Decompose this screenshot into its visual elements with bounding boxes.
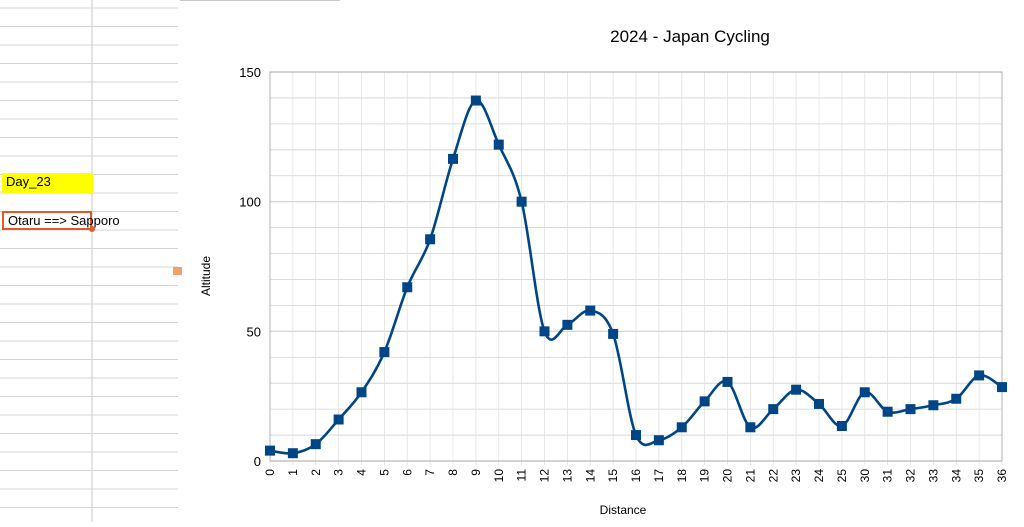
data-point-marker[interactable] bbox=[448, 153, 458, 164]
data-point-marker[interactable] bbox=[402, 282, 413, 293]
x-tick-label: 9 bbox=[469, 469, 483, 476]
x-tick-label: 4 bbox=[355, 469, 369, 476]
data-point-marker[interactable] bbox=[722, 376, 733, 387]
x-tick-label: 6 bbox=[400, 469, 414, 476]
x-tick-label: 8 bbox=[446, 469, 460, 476]
x-tick-label: 11 bbox=[515, 469, 529, 482]
x-tick-label: 15 bbox=[606, 469, 620, 483]
data-point-marker[interactable] bbox=[836, 420, 847, 431]
data-point-marker[interactable] bbox=[425, 234, 436, 245]
x-tick-label: 18 bbox=[675, 469, 689, 483]
data-point-marker[interactable] bbox=[928, 400, 939, 411]
data-point-marker[interactable] bbox=[516, 196, 527, 207]
x-tick-label: 34 bbox=[949, 469, 963, 483]
data-point-marker[interactable] bbox=[265, 445, 275, 456]
x-tick-label: 2 bbox=[309, 469, 323, 476]
data-point-marker[interactable] bbox=[310, 439, 321, 450]
data-point-marker[interactable] bbox=[676, 422, 687, 433]
x-axis-label: Distance bbox=[600, 503, 647, 517]
x-tick-label: 17 bbox=[652, 469, 666, 483]
x-tick-label: 14 bbox=[583, 469, 597, 483]
data-point-marker[interactable] bbox=[745, 422, 756, 433]
data-point-marker[interactable] bbox=[333, 414, 344, 425]
x-tick-label: 3 bbox=[332, 469, 346, 476]
x-tick-label: 0 bbox=[263, 469, 277, 476]
x-tick-label: 10 bbox=[492, 469, 506, 483]
data-point-marker[interactable] bbox=[905, 404, 916, 415]
cell-day-label[interactable]: Day_23 bbox=[2, 173, 93, 193]
x-tick-label: 24 bbox=[812, 469, 826, 483]
data-point-marker[interactable] bbox=[585, 305, 596, 316]
cell-route-label[interactable]: Otaru ==> Sapporo bbox=[2, 211, 120, 230]
x-tick-label: 25 bbox=[835, 469, 849, 483]
data-point-marker[interactable] bbox=[539, 326, 550, 337]
x-tick-label: 7 bbox=[423, 469, 437, 476]
data-point-marker[interactable] bbox=[287, 448, 298, 459]
data-point-marker[interactable] bbox=[356, 387, 367, 398]
x-tick-label: 20 bbox=[721, 469, 735, 483]
y-tick-label: 150 bbox=[239, 65, 261, 80]
plot-area-border bbox=[269, 71, 1003, 462]
x-tick-label: 35 bbox=[972, 469, 986, 483]
data-point-marker[interactable] bbox=[951, 393, 962, 404]
x-tick-label: 32 bbox=[904, 469, 918, 483]
x-tick-label: 21 bbox=[743, 469, 757, 483]
x-tick-label: 23 bbox=[789, 469, 803, 483]
x-tick-label: 16 bbox=[629, 469, 643, 483]
data-point-marker[interactable] bbox=[470, 95, 481, 106]
chart-title: 2024 - Japan Cycling bbox=[610, 27, 770, 46]
y-tick-label: 50 bbox=[247, 324, 261, 339]
chart-anchor-handle[interactable] bbox=[173, 267, 182, 275]
data-point-marker[interactable] bbox=[493, 139, 504, 150]
x-tick-label: 33 bbox=[926, 469, 940, 483]
data-point-marker[interactable] bbox=[814, 398, 824, 409]
data-point-marker[interactable] bbox=[379, 347, 390, 358]
y-tick-label: 0 bbox=[254, 454, 261, 469]
data-point-marker[interactable] bbox=[653, 435, 664, 446]
data-point-marker[interactable] bbox=[699, 396, 710, 407]
data-point-marker[interactable] bbox=[791, 384, 802, 395]
data-point-marker[interactable] bbox=[997, 382, 1007, 393]
x-tick-label: 1 bbox=[286, 469, 300, 476]
gridlines bbox=[269, 71, 1003, 465]
x-tick-label: 13 bbox=[560, 469, 574, 483]
y-axis-label: Altitude bbox=[199, 256, 213, 296]
x-tick-label: 12 bbox=[538, 469, 552, 483]
x-tick-label: 22 bbox=[766, 469, 780, 483]
data-point-marker[interactable] bbox=[974, 370, 985, 381]
data-point-marker[interactable] bbox=[859, 387, 870, 398]
y-tick-label: 100 bbox=[239, 195, 261, 210]
x-tick-label: 19 bbox=[698, 469, 712, 483]
x-tick-label: 31 bbox=[881, 469, 895, 483]
data-point-marker[interactable] bbox=[631, 430, 641, 441]
x-tick-label: 5 bbox=[377, 469, 391, 476]
data-point-marker[interactable] bbox=[608, 328, 619, 339]
x-tick-label: 36 bbox=[995, 469, 1009, 483]
series-line bbox=[269, 99, 1003, 455]
data-point-marker[interactable] bbox=[562, 319, 573, 330]
data-point-marker[interactable] bbox=[882, 406, 893, 417]
x-tick-label: 30 bbox=[858, 469, 872, 483]
data-point-marker[interactable] bbox=[768, 404, 779, 415]
